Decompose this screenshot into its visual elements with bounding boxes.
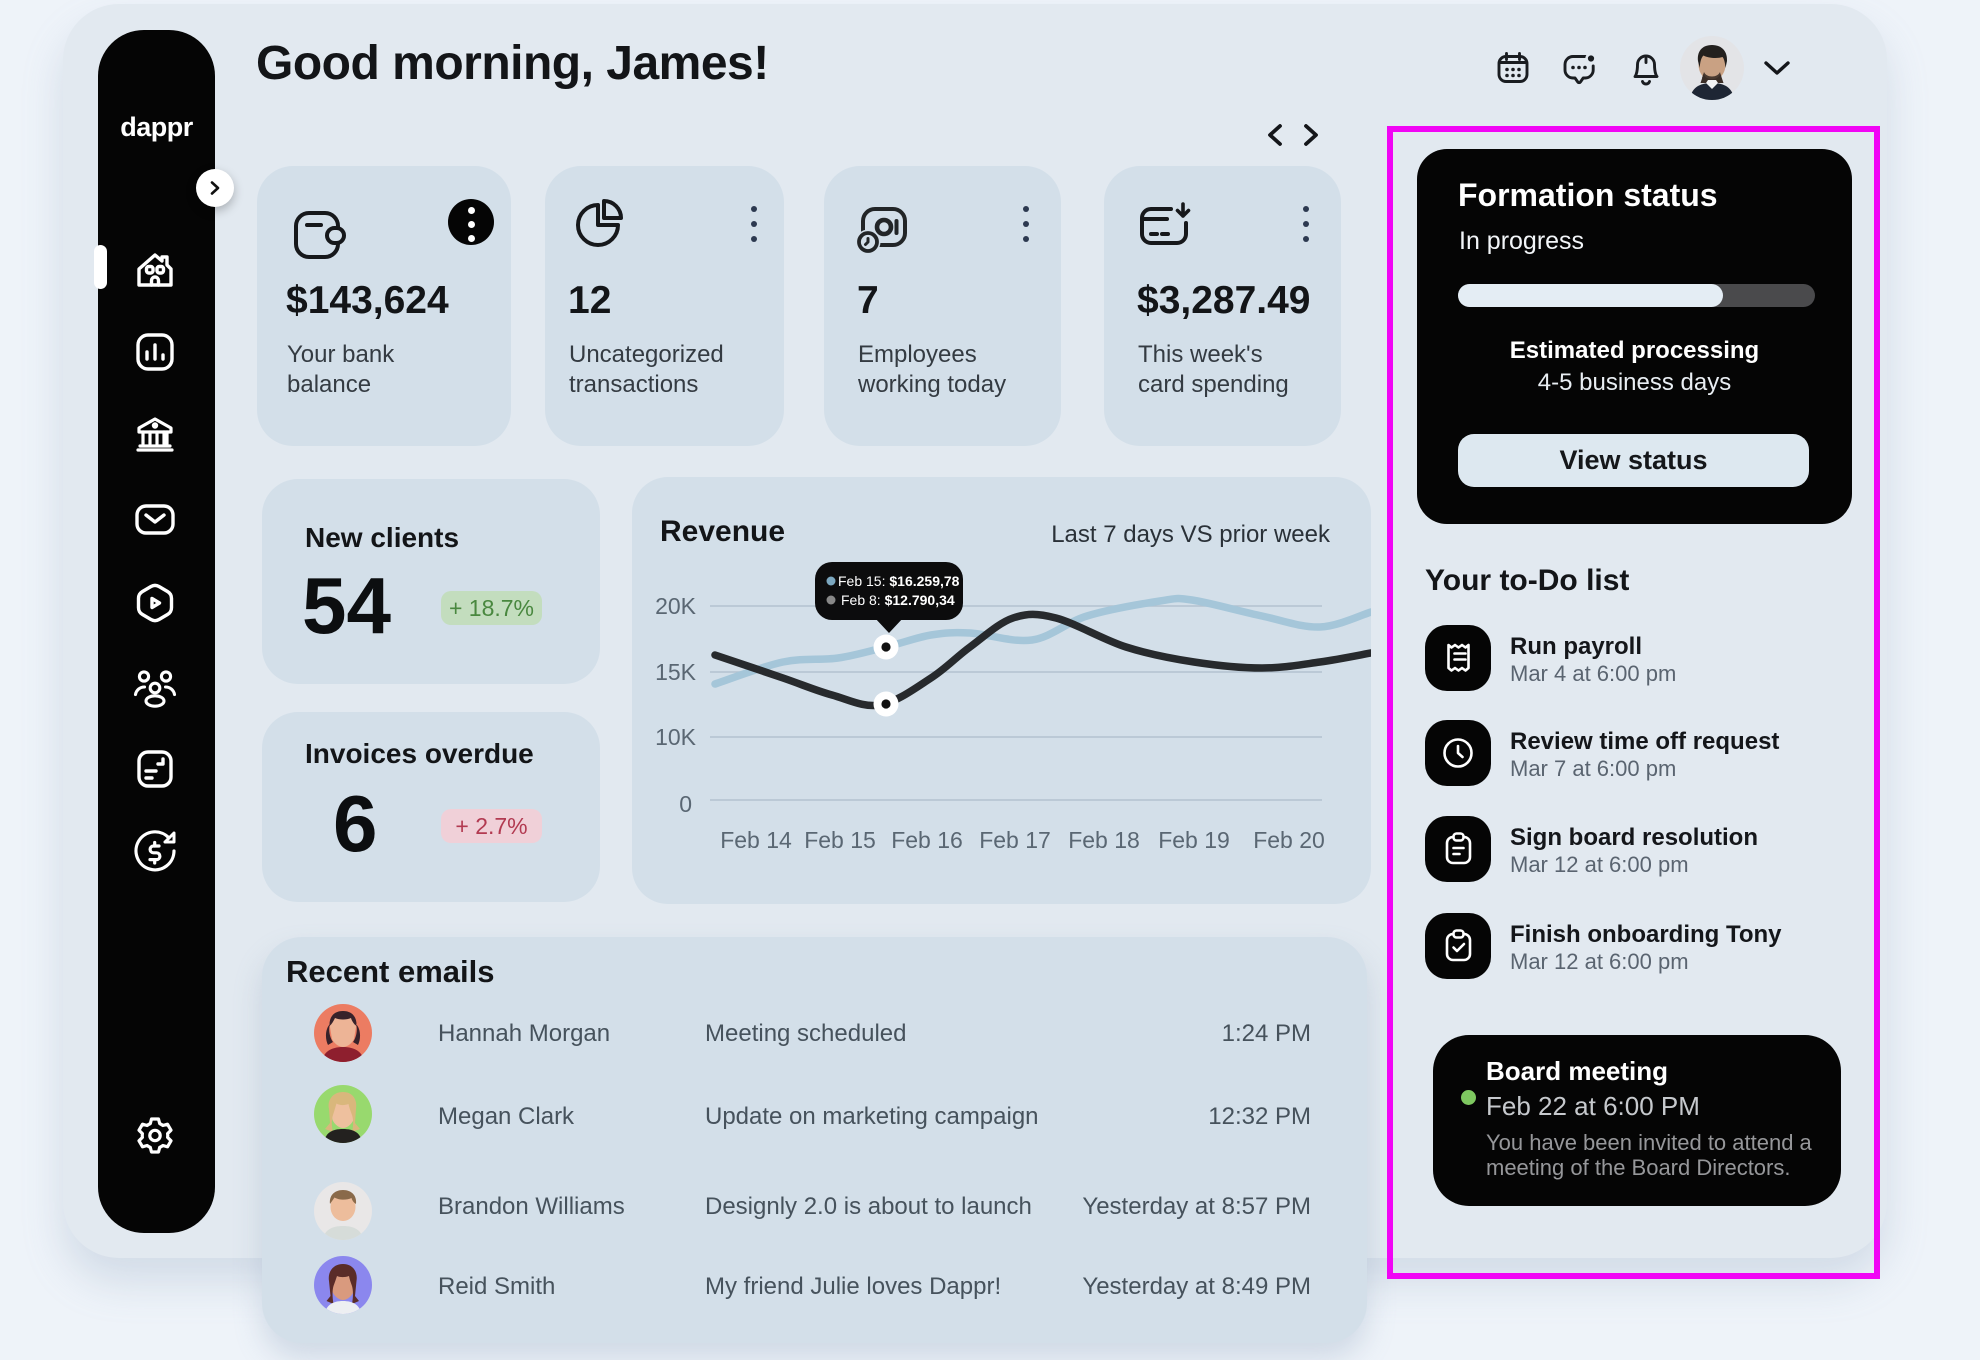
svg-text:20K: 20K — [655, 593, 697, 619]
svg-text:Feb 8: $12.790,34: Feb 8: $12.790,34 — [841, 592, 955, 608]
svg-text:Feb 16: Feb 16 — [891, 827, 963, 853]
svg-text:Feb 14: Feb 14 — [720, 827, 792, 853]
svg-text:Feb 19: Feb 19 — [1158, 827, 1230, 853]
svg-text:Feb 20: Feb 20 — [1253, 827, 1325, 853]
svg-text:Feb 18: Feb 18 — [1068, 827, 1140, 853]
svg-text:15K: 15K — [655, 659, 697, 685]
svg-text:10K: 10K — [655, 724, 697, 750]
svg-text:Feb 17: Feb 17 — [979, 827, 1051, 853]
svg-text:0: 0 — [679, 791, 692, 817]
svg-text:Feb 15: $16.259,78: Feb 15: $16.259,78 — [838, 573, 960, 589]
svg-text:Feb 15: Feb 15 — [804, 827, 876, 853]
